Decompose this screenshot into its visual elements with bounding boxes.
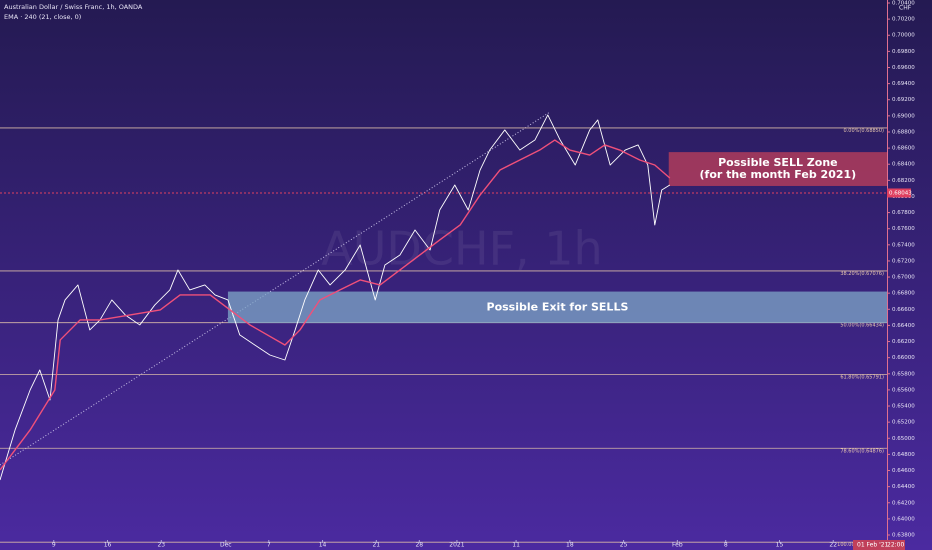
x-tick-label: 9 bbox=[52, 542, 56, 549]
y-tick-label: 0.69000 bbox=[892, 113, 915, 119]
y-tick-label: 0.64800 bbox=[892, 452, 915, 458]
x-tick-label: 28 bbox=[415, 542, 423, 549]
x-tick-label: 2021 bbox=[449, 542, 464, 549]
y-tick-label: 0.69200 bbox=[892, 97, 915, 103]
date-label: 01 Feb '21 bbox=[857, 542, 889, 549]
x-tick-label: 21 bbox=[372, 542, 380, 549]
x-tick-label: 18 bbox=[566, 542, 574, 549]
y-axis-label: CHF bbox=[899, 5, 912, 12]
y-tick-label: 0.68400 bbox=[892, 162, 915, 168]
fib-level-label: 38.20%(0.67076) bbox=[840, 271, 884, 277]
x-tick-label: 15 bbox=[776, 542, 784, 549]
y-tick-label: 0.64400 bbox=[892, 484, 915, 490]
current-price-badge bbox=[887, 188, 911, 198]
y-tick-label: 0.70400 bbox=[892, 1, 915, 7]
ema-line bbox=[0, 139, 671, 471]
y-tick-label: 0.70200 bbox=[892, 17, 915, 23]
fib-level-label: 61.80%(0.65791) bbox=[840, 375, 884, 381]
y-tick-label: 0.66800 bbox=[892, 291, 915, 297]
y-tick-label: 0.68600 bbox=[892, 146, 915, 152]
y-tick-label: 0.67200 bbox=[892, 258, 915, 264]
x-tick-label: 11 bbox=[512, 542, 520, 549]
y-tick-label: 0.64000 bbox=[892, 516, 915, 522]
x-tick-label: Dec bbox=[220, 542, 232, 549]
y-tick-label: 0.66400 bbox=[892, 323, 915, 329]
watermark: AUDCHF, 1h bbox=[321, 222, 602, 276]
x-tick-label: 23 bbox=[157, 542, 165, 549]
y-tick-label: 0.66200 bbox=[892, 339, 915, 345]
y-tick-label: 0.65400 bbox=[892, 404, 915, 410]
indicator-label: EMA · 240 (21, close, 0) bbox=[4, 13, 81, 21]
y-tick-label: 0.69600 bbox=[892, 65, 915, 71]
y-tick-label: 0.69800 bbox=[892, 49, 915, 55]
current-price-label: 0.68043 bbox=[889, 190, 912, 196]
y-tick-label: 0.67800 bbox=[892, 210, 915, 216]
y-tick-label: 0.66600 bbox=[892, 307, 915, 313]
x-tick-label: Feb bbox=[672, 542, 683, 549]
y-tick-label: 0.67400 bbox=[892, 242, 915, 248]
time-label: 22:00 bbox=[887, 542, 904, 549]
x-tick-label: 7 bbox=[267, 542, 271, 549]
y-tick-label: 0.63800 bbox=[892, 533, 915, 539]
x-tick-label: 14 bbox=[319, 542, 327, 549]
x-tick-label: 25 bbox=[620, 542, 628, 549]
y-tick-label: 0.68800 bbox=[892, 129, 915, 135]
zone-label: (for the month Feb 2021) bbox=[700, 168, 857, 181]
fib-level-label: 0.00%(0.68850) bbox=[844, 128, 885, 134]
zone bbox=[227, 291, 887, 324]
y-tick-label: 0.65200 bbox=[892, 420, 915, 426]
y-tick-label: 0.68200 bbox=[892, 178, 915, 184]
y-tick-label: 0.69400 bbox=[892, 81, 915, 87]
y-tick-label: 0.67600 bbox=[892, 226, 915, 232]
x-tick-label: 22 bbox=[829, 542, 837, 549]
y-tick-label: 0.66000 bbox=[892, 355, 915, 361]
fib-level-label: 78.60%(0.64876) bbox=[840, 448, 884, 454]
y-tick-label: 0.65800 bbox=[892, 371, 915, 377]
y-tick-label: 0.64200 bbox=[892, 500, 915, 506]
y-tick-label: 0.67000 bbox=[892, 275, 915, 281]
date-badge bbox=[853, 540, 905, 550]
zone-label: Possible Exit for SELLS bbox=[487, 300, 629, 313]
y-tick-label: 0.70000 bbox=[892, 33, 915, 39]
x-tick-label: 8 bbox=[724, 542, 728, 549]
chart-title: Australian Dollar / Swiss Franc, 1h, OAN… bbox=[4, 3, 143, 11]
zone bbox=[668, 152, 887, 186]
y-tick-label: 0.65000 bbox=[892, 436, 915, 442]
y-tick-label: 0.64600 bbox=[892, 468, 915, 474]
trend-line bbox=[0, 111, 551, 466]
fib-level-label: 50.00%(0.66434) bbox=[840, 323, 884, 329]
x-tick-label: 16 bbox=[104, 542, 112, 549]
zone-label: Possible SELL Zone bbox=[718, 156, 838, 169]
y-tick-label: 0.65600 bbox=[892, 387, 915, 393]
